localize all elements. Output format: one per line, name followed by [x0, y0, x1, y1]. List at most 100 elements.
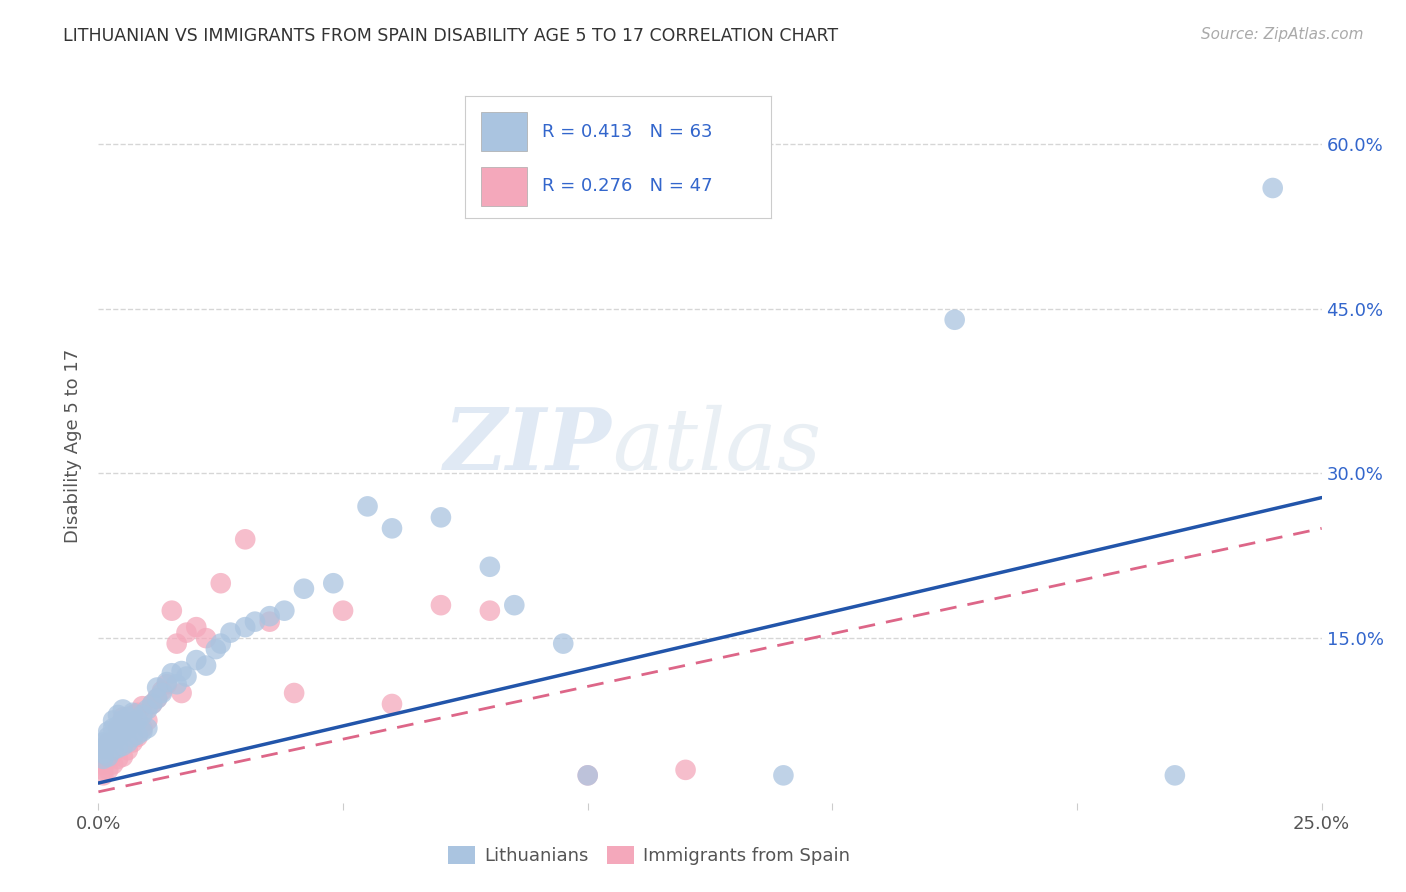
Point — [117, 710, 139, 724]
Point — [117, 716, 139, 731]
Point — [503, 598, 526, 612]
Point — [131, 699, 153, 714]
Point — [97, 752, 120, 766]
Point — [156, 675, 179, 690]
Point — [576, 768, 599, 782]
Point — [478, 604, 501, 618]
Point — [117, 735, 139, 749]
Point — [356, 500, 378, 514]
Point — [91, 768, 114, 782]
Point — [101, 721, 124, 735]
Point — [107, 721, 129, 735]
Point — [259, 615, 281, 629]
Point — [209, 576, 232, 591]
Point — [127, 728, 149, 742]
Point — [243, 615, 266, 629]
Point — [772, 768, 794, 782]
Point — [127, 730, 149, 744]
Point — [97, 730, 120, 744]
Point — [141, 697, 163, 711]
Point — [430, 510, 453, 524]
Point — [97, 735, 120, 749]
Point — [233, 533, 256, 547]
Point — [141, 697, 163, 711]
Point — [195, 658, 218, 673]
Point — [101, 732, 124, 747]
Text: LITHUANIAN VS IMMIGRANTS FROM SPAIN DISABILITY AGE 5 TO 17 CORRELATION CHART: LITHUANIAN VS IMMIGRANTS FROM SPAIN DISA… — [63, 27, 838, 45]
Point — [111, 710, 134, 724]
Point — [170, 686, 193, 700]
Point — [273, 604, 295, 618]
Point — [322, 576, 344, 591]
Point — [111, 724, 134, 739]
Point — [381, 697, 404, 711]
Point — [381, 521, 404, 535]
Point — [156, 677, 179, 691]
Point — [219, 625, 242, 640]
Point — [186, 653, 208, 667]
Point — [160, 666, 183, 681]
Point — [101, 757, 124, 772]
Point — [186, 620, 208, 634]
Point — [166, 637, 188, 651]
Point — [121, 708, 143, 723]
Point — [107, 735, 129, 749]
Point — [107, 752, 129, 766]
Point — [111, 702, 134, 716]
Point — [131, 724, 153, 739]
Point — [131, 708, 153, 723]
Point — [117, 743, 139, 757]
Point — [675, 763, 697, 777]
Text: ZIP: ZIP — [444, 404, 612, 488]
Point — [97, 749, 120, 764]
Point — [553, 637, 575, 651]
Point — [150, 686, 173, 700]
Point — [107, 719, 129, 733]
Point — [97, 743, 120, 757]
Point — [111, 739, 134, 753]
Point — [91, 747, 114, 761]
Point — [146, 691, 169, 706]
Point — [478, 559, 501, 574]
Point — [332, 604, 354, 618]
Point — [91, 757, 114, 772]
Point — [91, 752, 114, 766]
Point — [146, 691, 169, 706]
Point — [101, 747, 124, 761]
Point — [430, 598, 453, 612]
Point — [91, 763, 114, 777]
Point — [111, 714, 134, 728]
Point — [97, 763, 120, 777]
Text: Source: ZipAtlas.com: Source: ZipAtlas.com — [1201, 27, 1364, 42]
Point — [170, 664, 193, 678]
Point — [91, 747, 114, 761]
Point — [97, 724, 120, 739]
Point — [111, 749, 134, 764]
Point — [292, 582, 315, 596]
Point — [136, 721, 159, 735]
Point — [107, 730, 129, 744]
Point — [121, 706, 143, 720]
Point — [209, 637, 232, 651]
Point — [121, 730, 143, 744]
Point — [943, 312, 966, 326]
Point — [121, 716, 143, 731]
Point — [160, 604, 183, 618]
Point — [127, 714, 149, 728]
Point — [576, 768, 599, 782]
Point — [259, 609, 281, 624]
Point — [111, 730, 134, 744]
Text: atlas: atlas — [612, 405, 821, 487]
Point — [131, 721, 153, 735]
Point — [150, 683, 173, 698]
Point — [101, 714, 124, 728]
Point — [283, 686, 305, 700]
Point — [146, 681, 169, 695]
Point — [176, 625, 198, 640]
Point — [107, 708, 129, 723]
Point — [233, 620, 256, 634]
Point — [127, 706, 149, 720]
Y-axis label: Disability Age 5 to 17: Disability Age 5 to 17 — [63, 349, 82, 543]
Point — [136, 702, 159, 716]
Point — [101, 735, 124, 749]
